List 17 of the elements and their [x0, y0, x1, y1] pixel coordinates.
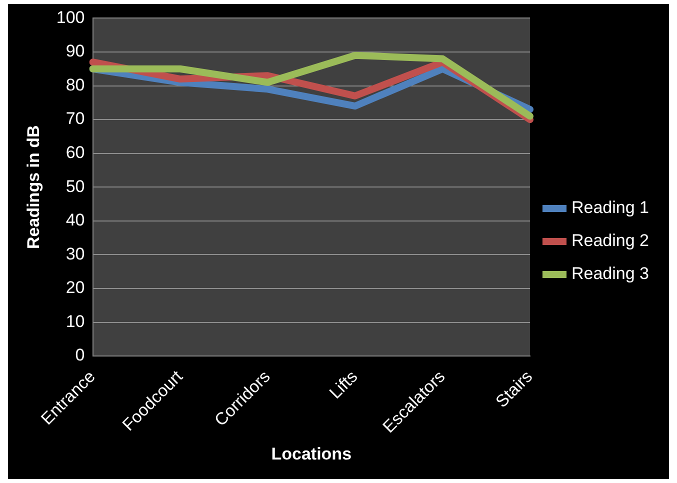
y-tick-label: 90 [66, 42, 85, 61]
y-tick-label: 60 [66, 143, 85, 162]
y-tick-label: 10 [66, 312, 85, 331]
y-tick-label: 50 [66, 176, 85, 196]
x-axis-title: Locations [271, 444, 352, 464]
legend-label: Reading 2 [571, 231, 650, 250]
y-tick-label: 80 [66, 75, 85, 94]
y-tick-label: 70 [66, 109, 85, 128]
legend-label: Reading 1 [571, 198, 650, 218]
y-tick-label: 20 [66, 278, 85, 298]
legend-label: Reading 3 [571, 264, 650, 284]
y-tick-label: 30 [66, 244, 85, 264]
y-tick-label: 0 [75, 346, 85, 365]
y-axis-title: Readings in dB [24, 125, 43, 249]
y-tick-label: 40 [66, 210, 85, 230]
y-tick-label: 100 [56, 8, 85, 27]
x-tick-label: Lifts [326, 366, 362, 402]
